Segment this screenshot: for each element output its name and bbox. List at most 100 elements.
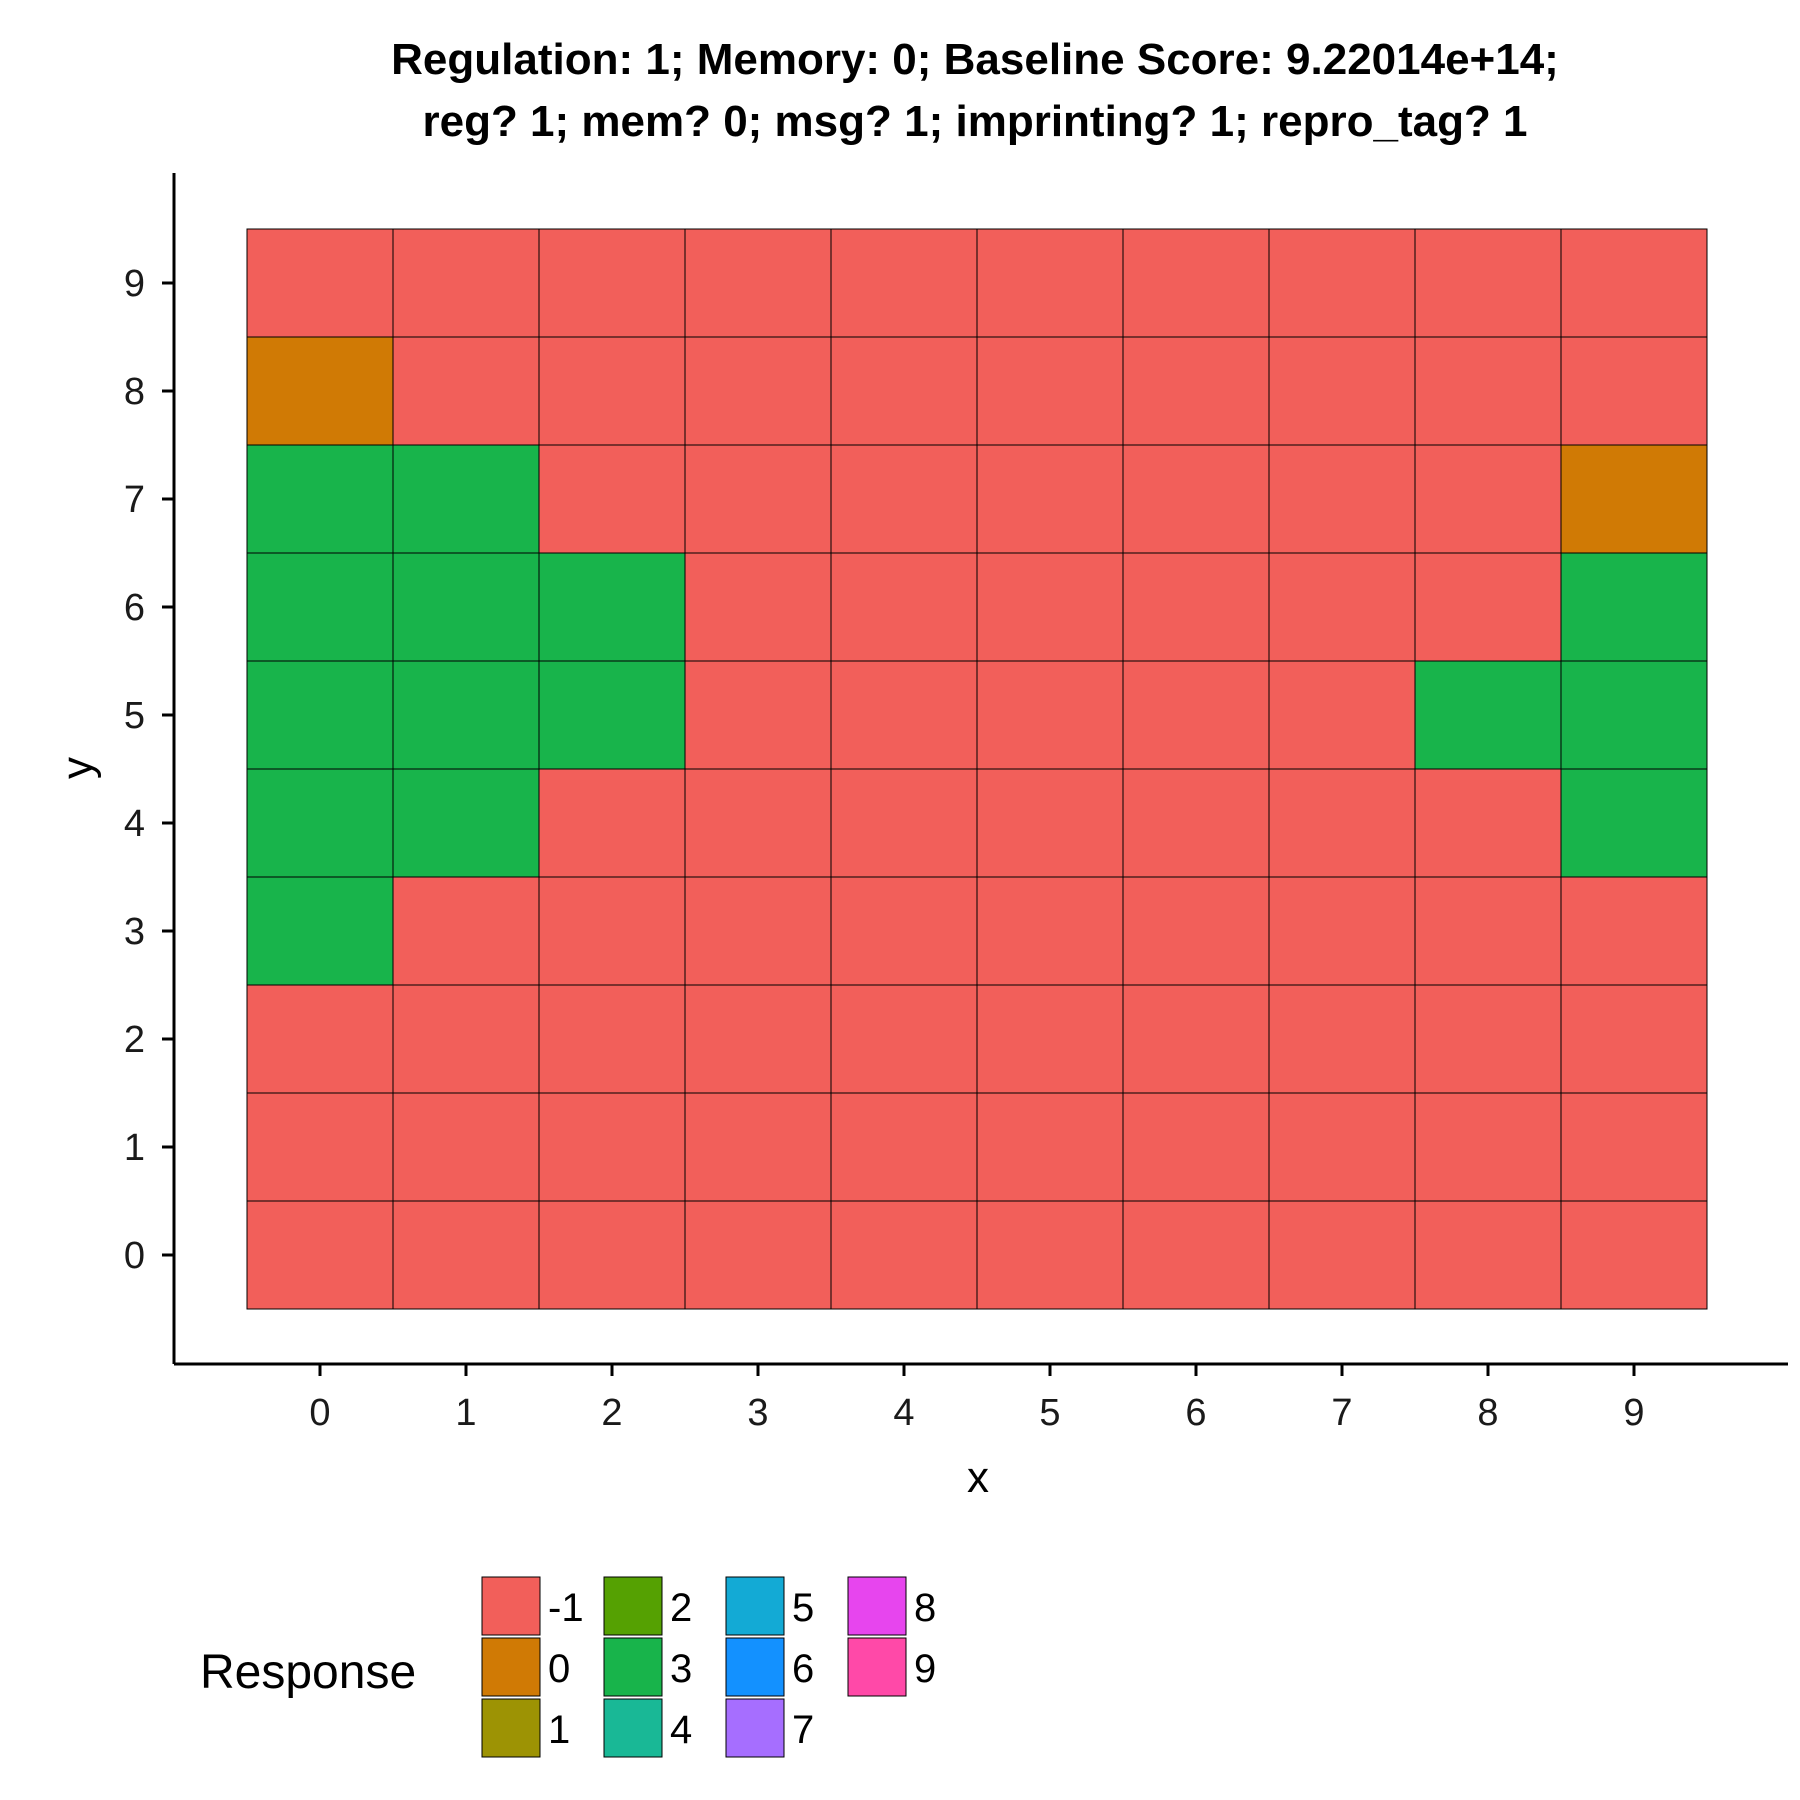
heatmap-cell-x4-y2 bbox=[830, 984, 978, 1094]
legend-swatch bbox=[481, 1637, 541, 1697]
legend-label: -1 bbox=[548, 1586, 584, 1630]
heatmap-cell-x5-y9 bbox=[976, 228, 1124, 338]
heatmap-cell-x2-y0 bbox=[538, 1200, 686, 1310]
legend-swatch bbox=[603, 1576, 663, 1636]
legend-label: 2 bbox=[670, 1586, 692, 1630]
heatmap-cell-x1-y6 bbox=[392, 552, 540, 662]
heatmap-cell-x9-y4 bbox=[1560, 768, 1708, 878]
legend-swatch bbox=[481, 1576, 541, 1636]
legend-label: 7 bbox=[792, 1708, 814, 1752]
heatmap-cell-x9-y1 bbox=[1560, 1092, 1708, 1202]
legend-swatch bbox=[847, 1576, 907, 1636]
heatmap-cell-x1-y4 bbox=[392, 768, 540, 878]
heatmap-cell-x3-y9 bbox=[684, 228, 832, 338]
x-tick-label: 0 bbox=[309, 1392, 330, 1434]
heatmap-cell-x0-y5 bbox=[246, 660, 394, 770]
heatmap-cell-x1-y2 bbox=[392, 984, 540, 1094]
heatmap-cell-x6-y3 bbox=[1122, 876, 1270, 986]
x-tick-label: 5 bbox=[1039, 1392, 1060, 1434]
x-tick-label: 8 bbox=[1477, 1392, 1498, 1434]
heatmap-cell-x6-y4 bbox=[1122, 768, 1270, 878]
y-tick-label: 8 bbox=[124, 371, 145, 413]
heatmap-cell-x4-y1 bbox=[830, 1092, 978, 1202]
heatmap-cell-x1-y0 bbox=[392, 1200, 540, 1310]
heatmap-cell-x0-y7 bbox=[246, 444, 394, 554]
heatmap-cell-x8-y8 bbox=[1414, 336, 1562, 446]
heatmap-cell-x1-y1 bbox=[392, 1092, 540, 1202]
x-tick-label: 1 bbox=[455, 1392, 476, 1434]
x-tick-label: 3 bbox=[747, 1392, 768, 1434]
heatmap-cell-x9-y5 bbox=[1560, 660, 1708, 770]
heatmap-cell-x4-y0 bbox=[830, 1200, 978, 1310]
x-tick-label: 2 bbox=[601, 1392, 622, 1434]
heatmap-cell-x5-y0 bbox=[976, 1200, 1124, 1310]
heatmap-cell-x0-y6 bbox=[246, 552, 394, 662]
legend-swatch bbox=[725, 1637, 785, 1697]
heatmap-cell-x9-y8 bbox=[1560, 336, 1708, 446]
heatmap-cell-x1-y7 bbox=[392, 444, 540, 554]
y-tick-label: 7 bbox=[124, 479, 145, 521]
heatmap-cell-x3-y3 bbox=[684, 876, 832, 986]
x-tick-label: 9 bbox=[1623, 1392, 1644, 1434]
heatmap-cell-x1-y9 bbox=[392, 228, 540, 338]
y-axis-label: y bbox=[53, 757, 102, 779]
heatmap-cell-x3-y6 bbox=[684, 552, 832, 662]
heatmap-cell-x6-y9 bbox=[1122, 228, 1270, 338]
heatmap-cell-x9-y9 bbox=[1560, 228, 1708, 338]
y-tick-label: 2 bbox=[124, 1019, 145, 1061]
x-axis-label: x bbox=[967, 1453, 989, 1502]
heatmap-cell-x3-y1 bbox=[684, 1092, 832, 1202]
heatmap-cell-x4-y5 bbox=[830, 660, 978, 770]
legend-label: 1 bbox=[548, 1708, 570, 1752]
legend-label: 9 bbox=[914, 1647, 936, 1691]
heatmap-cell-x0-y1 bbox=[246, 1092, 394, 1202]
heatmap-cell-x2-y2 bbox=[538, 984, 686, 1094]
heatmap-cell-x4-y6 bbox=[830, 552, 978, 662]
legend-swatch bbox=[725, 1698, 785, 1758]
heatmap-cell-x7-y3 bbox=[1268, 876, 1416, 986]
heatmap-cell-x5-y3 bbox=[976, 876, 1124, 986]
heatmap-cell-x8-y3 bbox=[1414, 876, 1562, 986]
heatmap-cell-x5-y2 bbox=[976, 984, 1124, 1094]
heatmap-cell-x7-y1 bbox=[1268, 1092, 1416, 1202]
heatmap-cell-x6-y5 bbox=[1122, 660, 1270, 770]
heatmap-cell-x3-y4 bbox=[684, 768, 832, 878]
y-tick-label: 1 bbox=[124, 1127, 145, 1169]
heatmap-cell-x7-y4 bbox=[1268, 768, 1416, 878]
heatmap-cell-x9-y7 bbox=[1560, 444, 1708, 554]
heatmap-cell-x0-y2 bbox=[246, 984, 394, 1094]
heatmap-cell-x5-y8 bbox=[976, 336, 1124, 446]
chart-title-line2: reg? 1; mem? 0; msg? 1; imprinting? 1; r… bbox=[422, 97, 1527, 146]
heatmap-cell-x7-y9 bbox=[1268, 228, 1416, 338]
x-axis-ticks: 0 1 2 3 4 5 6 7 8 9 bbox=[309, 1364, 1645, 1434]
heatmap-cell-x4-y8 bbox=[830, 336, 978, 446]
heatmap-cell-x3-y8 bbox=[684, 336, 832, 446]
heatmap-cell-x7-y8 bbox=[1268, 336, 1416, 446]
heatmap-cell-x1-y5 bbox=[392, 660, 540, 770]
heatmap-cell-x2-y5 bbox=[538, 660, 686, 770]
chart-title-line1: Regulation: 1; Memory: 0; Baseline Score… bbox=[391, 35, 1559, 84]
heatmap-cell-x7-y7 bbox=[1268, 444, 1416, 554]
heatmap-cell-x6-y8 bbox=[1122, 336, 1270, 446]
heatmap-cell-x8-y9 bbox=[1414, 228, 1562, 338]
heatmap-cell-x8-y5 bbox=[1414, 660, 1562, 770]
heatmap-cell-x3-y0 bbox=[684, 1200, 832, 1310]
heatmap-cell-x5-y7 bbox=[976, 444, 1124, 554]
heatmap-cell-x0-y8 bbox=[246, 336, 394, 446]
legend-swatch bbox=[725, 1576, 785, 1636]
x-tick-label: 6 bbox=[1185, 1392, 1206, 1434]
y-tick-label: 6 bbox=[124, 587, 145, 629]
heatmap-cell-x2-y7 bbox=[538, 444, 686, 554]
legend-swatch bbox=[481, 1698, 541, 1758]
heatmap-cell-x6-y7 bbox=[1122, 444, 1270, 554]
heatmap-cell-x8-y2 bbox=[1414, 984, 1562, 1094]
legend-label: 0 bbox=[548, 1647, 570, 1691]
y-tick-label: 3 bbox=[124, 911, 145, 953]
heatmap-cell-x0-y0 bbox=[246, 1200, 394, 1310]
heatmap-cell-x7-y2 bbox=[1268, 984, 1416, 1094]
heatmap-cell-x6-y1 bbox=[1122, 1092, 1270, 1202]
heatmap-cell-x5-y5 bbox=[976, 660, 1124, 770]
heatmap-cell-x3-y5 bbox=[684, 660, 832, 770]
legend-label: 8 bbox=[914, 1586, 936, 1630]
